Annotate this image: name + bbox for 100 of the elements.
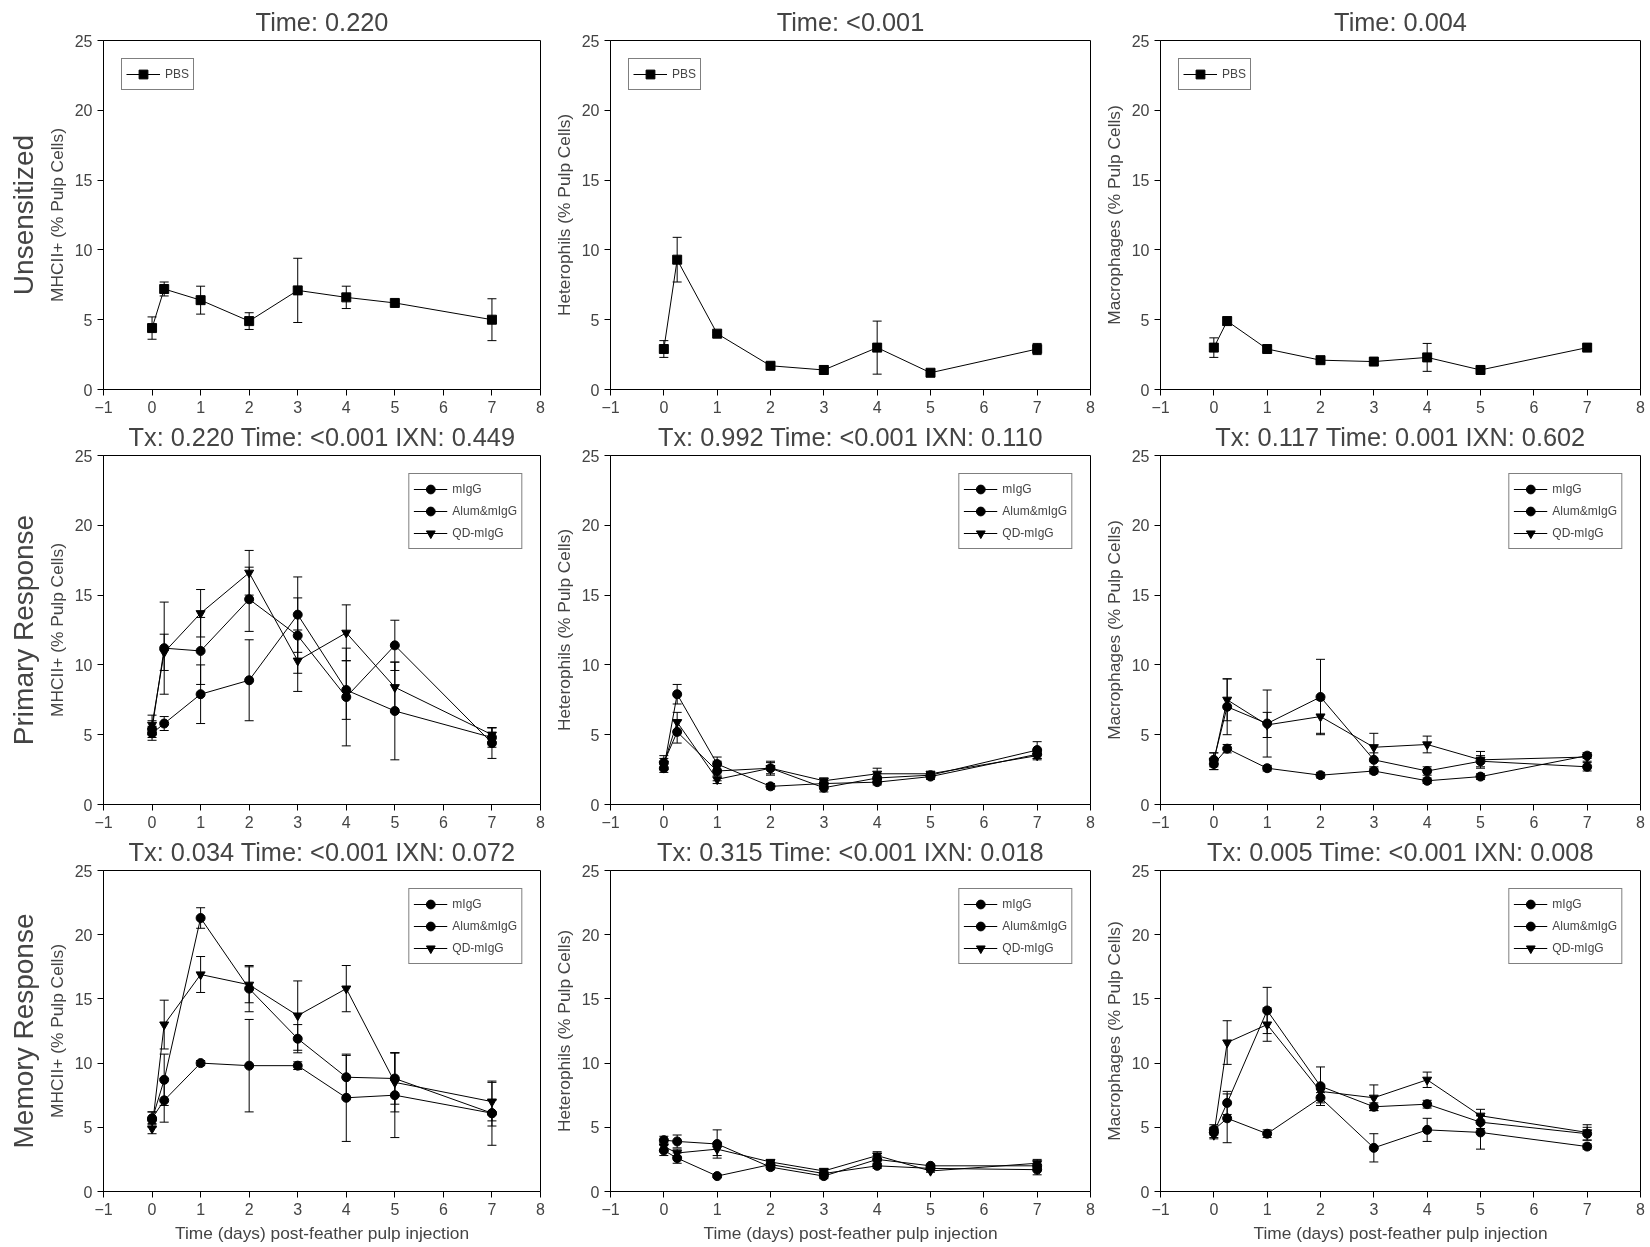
- y-tick-label: 20: [1131, 517, 1150, 535]
- x-tick-label: 0: [1209, 1200, 1219, 1218]
- y-tick-label: 25: [74, 862, 93, 880]
- x-tick-label: −1: [1151, 398, 1170, 416]
- y-axis-title: Heterophils (% Pulp Cells): [553, 528, 574, 732]
- x-tick-label: 6: [1529, 398, 1539, 416]
- y-tick-label: 20: [581, 102, 600, 120]
- y-tick-label: 5: [83, 1119, 93, 1137]
- x-tick-label: 4: [341, 398, 351, 416]
- y-tick-label: 5: [83, 726, 93, 744]
- y-tick-label: 20: [74, 517, 93, 535]
- legend-label: Alum&mIgG: [452, 918, 517, 935]
- x-tick-label: 6: [438, 813, 448, 831]
- x-tick-label: 4: [1422, 1200, 1432, 1218]
- x-tick-label: 5: [926, 398, 936, 416]
- x-axis-title: Time (days) post-feather pulp injection: [174, 1222, 470, 1243]
- legend-label: Alum&mIgG: [1552, 503, 1617, 520]
- x-tick-label: 3: [819, 813, 829, 831]
- x-tick-label: 1: [712, 813, 722, 831]
- y-tick-label: 15: [1131, 587, 1150, 605]
- x-tick-label: 5: [1476, 398, 1486, 416]
- x-tick-label: 7: [1032, 813, 1042, 831]
- x-tick-label: 2: [1316, 1200, 1326, 1218]
- x-axis-title: Time (days) post-feather pulp injection: [1253, 1222, 1548, 1243]
- x-tick-label: 5: [1476, 1200, 1486, 1218]
- legend-label: QD-mIgG: [1552, 525, 1604, 542]
- legend-label: Alum&mIgG: [1002, 503, 1067, 520]
- y-tick-label: 0: [1140, 796, 1150, 814]
- y-tick-label: 10: [1131, 1055, 1150, 1073]
- x-tick-label: 3: [293, 813, 303, 831]
- x-tick-label: 3: [1369, 398, 1379, 416]
- chart-title: Tx: 0.315 Time: <0.001 IXN: 0.018: [657, 837, 1044, 866]
- y-tick-label: 20: [581, 517, 600, 535]
- y-tick-label: 25: [1131, 32, 1150, 50]
- x-tick-label: 7: [487, 1200, 497, 1218]
- x-tick-label: 5: [390, 1200, 400, 1218]
- legend-label: mIgG: [1002, 896, 1032, 913]
- y-tick-label: 5: [590, 726, 600, 744]
- y-tick-label: 20: [74, 102, 93, 120]
- y-tick-label: 20: [74, 926, 93, 944]
- y-tick-label: 20: [1131, 102, 1150, 120]
- y-tick-label: 10: [581, 656, 600, 674]
- x-tick-label: 6: [979, 813, 989, 831]
- x-tick-label: 4: [872, 1200, 882, 1218]
- x-tick-label: 5: [926, 1200, 936, 1218]
- x-tick-label: 6: [979, 398, 989, 416]
- x-tick-label: 0: [1209, 813, 1219, 831]
- legend-label: Alum&mIgG: [1552, 918, 1617, 935]
- text: Memory Response: [7, 913, 39, 1149]
- y-tick-label: 0: [1140, 381, 1150, 399]
- x-tick-label: 2: [244, 813, 254, 831]
- y-tick-label: 5: [1140, 311, 1150, 329]
- chart-title: Tx: 0.220 Time: <0.001 IXN: 0.449: [128, 422, 516, 451]
- x-tick-label: 0: [147, 1200, 157, 1218]
- x-tick-label: 8: [1086, 398, 1096, 416]
- y-tick-label: 15: [74, 990, 93, 1008]
- chart-title: Time: 0.004: [1334, 7, 1467, 36]
- legend-label: QD-mIgG: [1002, 525, 1054, 542]
- x-tick-label: 1: [196, 398, 206, 416]
- chart-title: Time: 0.220: [255, 7, 389, 36]
- legend-label: mIgG: [1552, 481, 1582, 498]
- y-axis-title: MHCII+ (% Pulp Cells): [46, 128, 67, 302]
- x-tick-label: 1: [196, 1200, 206, 1218]
- legend-label: mIgG: [1002, 481, 1032, 498]
- x-tick-label: 5: [390, 398, 400, 416]
- x-tick-label: 1: [1262, 1200, 1272, 1218]
- x-tick-label: 4: [1422, 398, 1432, 416]
- y-tick-label: 5: [590, 1119, 600, 1137]
- y-tick-label: 0: [590, 381, 600, 399]
- legend-label: mIgG: [1552, 896, 1582, 913]
- x-tick-label: −1: [601, 1200, 620, 1218]
- y-tick-label: 25: [74, 32, 93, 50]
- x-tick-label: 1: [1262, 398, 1272, 416]
- x-tick-label: 7: [1582, 398, 1592, 416]
- x-tick-label: 1: [712, 1200, 722, 1218]
- y-axis-title: MHCII+ (% Pulp Cells): [46, 944, 67, 1118]
- x-tick-label: 8: [1636, 398, 1646, 416]
- y-tick-label: 10: [581, 1055, 600, 1073]
- y-tick-label: 0: [1140, 1183, 1150, 1201]
- x-tick-label: 1: [712, 398, 722, 416]
- x-tick-label: 2: [766, 1200, 776, 1218]
- x-tick-label: 8: [1086, 813, 1096, 831]
- x-tick-label: 2: [766, 398, 776, 416]
- y-tick-label: 25: [581, 447, 600, 465]
- text: Primary Response: [7, 514, 39, 746]
- y-tick-label: 10: [581, 241, 600, 259]
- legend-label: PBS: [165, 66, 190, 83]
- x-tick-label: 7: [487, 398, 497, 416]
- y-tick-label: 10: [74, 656, 93, 674]
- x-tick-label: −1: [601, 398, 620, 416]
- x-tick-label: 5: [926, 813, 936, 831]
- legend-label: Alum&mIgG: [452, 503, 517, 520]
- x-tick-label: 6: [979, 1200, 989, 1218]
- x-tick-label: 4: [872, 813, 882, 831]
- x-tick-label: 6: [1529, 813, 1539, 831]
- x-tick-label: 7: [1032, 398, 1042, 416]
- x-tick-label: 2: [1316, 813, 1326, 831]
- chart-title: Tx: 0.117 Time: 0.001 IXN: 0.602: [1215, 422, 1586, 451]
- y-tick-label: 5: [83, 311, 93, 329]
- y-tick-label: 25: [581, 32, 600, 50]
